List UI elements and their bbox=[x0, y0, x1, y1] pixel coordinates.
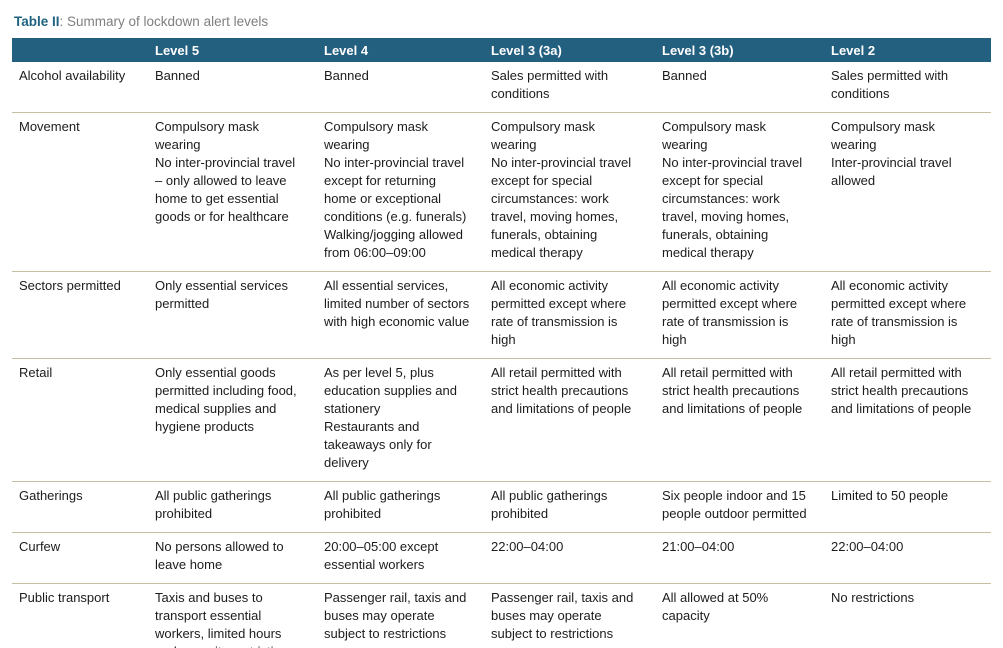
lockdown-alert-levels-table: Level 5 Level 4 Level 3 (3a) Level 3 (3b… bbox=[12, 38, 991, 648]
table-cell: Compulsory mask wearing Inter-provincial… bbox=[831, 119, 952, 188]
table-cell: All allowed at 50% capacity bbox=[662, 590, 769, 623]
table-cell: No restrictions bbox=[831, 590, 915, 605]
table-cell: All retail permitted with strict health … bbox=[491, 365, 632, 416]
table-row-public-transport: Public transport Taxis and buses to tran… bbox=[12, 584, 991, 648]
column-header-level2: Level 2 bbox=[831, 42, 876, 58]
table-cell: Compulsory mask wearing No inter-provinc… bbox=[155, 119, 296, 224]
table-cell: All public gatherings prohibited bbox=[491, 488, 608, 521]
table-row-curfew: Curfew No persons allowed to leave home … bbox=[12, 533, 991, 584]
row-label: Gatherings bbox=[19, 488, 83, 503]
table-row-sectors: Sectors permitted Only essential service… bbox=[12, 272, 991, 359]
table-cell: Compulsory mask wearing No inter-provinc… bbox=[662, 119, 803, 260]
table-cell: Sales permitted with conditions bbox=[491, 68, 609, 101]
header-row: Level 5 Level 4 Level 3 (3a) Level 3 (3b… bbox=[12, 38, 991, 62]
row-label: Alcohol availability bbox=[19, 68, 126, 83]
table-cell: Compulsory mask wearing No inter-provinc… bbox=[491, 119, 632, 260]
table-caption: Table II: Summary of lockdown alert leve… bbox=[14, 13, 1003, 30]
table-cell: 21:00–04:00 bbox=[662, 539, 735, 554]
column-header-level3a: Level 3 (3a) bbox=[491, 42, 562, 58]
table-cell: All essential services, limited number o… bbox=[324, 278, 470, 329]
table-row-alcohol: Alcohol availability Banned Banned Sales… bbox=[12, 62, 991, 113]
row-label: Retail bbox=[19, 365, 53, 380]
table-cell: Banned bbox=[155, 68, 200, 83]
table-cell: Only essential services permitted bbox=[155, 278, 288, 311]
table-cell: All public gatherings prohibited bbox=[155, 488, 272, 521]
row-label: Public transport bbox=[19, 590, 110, 605]
table-cell: 22:00–04:00 bbox=[491, 539, 564, 554]
table-row-movement: Movement Compulsory mask wearing No inte… bbox=[12, 113, 991, 272]
table-cell: 22:00–04:00 bbox=[831, 539, 904, 554]
row-label: Curfew bbox=[19, 539, 61, 554]
column-header-level4: Level 4 bbox=[324, 42, 369, 58]
table-cell: All economic activity permitted except w… bbox=[662, 278, 798, 347]
table-row-gatherings: Gatherings All public gatherings prohibi… bbox=[12, 482, 991, 533]
table-cell: As per level 5, plus education supplies … bbox=[324, 365, 457, 470]
row-label: Sectors permitted bbox=[19, 278, 121, 293]
row-label: Movement bbox=[19, 119, 80, 134]
table-caption-label: Table II bbox=[14, 14, 60, 29]
table-cell: All retail permitted with strict health … bbox=[831, 365, 972, 416]
table-cell: Six people indoor and 15 people outdoor … bbox=[662, 488, 807, 521]
column-header-blank bbox=[12, 38, 148, 62]
table-cell: Only essential goods permitted including… bbox=[155, 365, 297, 434]
table-cell: 20:00–05:00 except essential workers bbox=[324, 539, 439, 572]
table-cell: Banned bbox=[662, 68, 707, 83]
table-cell: Taxis and buses to transport essential w… bbox=[155, 590, 294, 648]
table-cell: Limited to 50 people bbox=[831, 488, 949, 503]
table-cell: Compulsory mask wearing No inter-provinc… bbox=[324, 119, 467, 260]
table-cell: All economic activity permitted except w… bbox=[491, 278, 627, 347]
table-cell: All economic activity permitted except w… bbox=[831, 278, 967, 347]
table-cell: Passenger rail, taxis and buses may oper… bbox=[324, 590, 467, 641]
table-cell: All retail permitted with strict health … bbox=[662, 365, 803, 416]
table-cell: Banned bbox=[324, 68, 369, 83]
table-cell: No persons allowed to leave home bbox=[155, 539, 284, 572]
table-caption-text: : Summary of lockdown alert levels bbox=[59, 14, 269, 29]
table-cell: All public gatherings prohibited bbox=[324, 488, 441, 521]
column-header-level5: Level 5 bbox=[155, 42, 200, 58]
table-cell: Passenger rail, taxis and buses may oper… bbox=[491, 590, 634, 641]
table-row-retail: Retail Only essential goods permitted in… bbox=[12, 359, 991, 482]
table-cell: Sales permitted with conditions bbox=[831, 68, 949, 101]
column-header-level3b: Level 3 (3b) bbox=[662, 42, 734, 58]
